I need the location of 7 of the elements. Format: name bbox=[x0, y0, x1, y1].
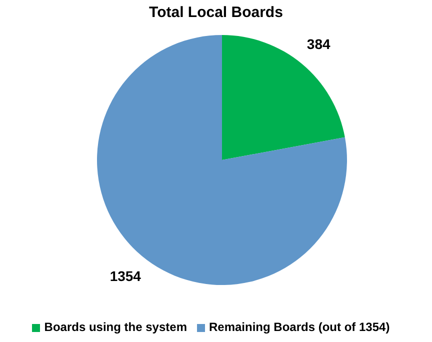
data-label: 1354 bbox=[110, 268, 142, 284]
pie-slice bbox=[222, 35, 345, 160]
pie-slice bbox=[97, 35, 347, 285]
legend-label: Boards using the system bbox=[44, 320, 187, 334]
data-label: 384 bbox=[306, 36, 330, 52]
legend-label: Remaining Boards (out of 1354) bbox=[209, 320, 390, 334]
chart-title: Total Local Boards bbox=[148, 4, 284, 21]
